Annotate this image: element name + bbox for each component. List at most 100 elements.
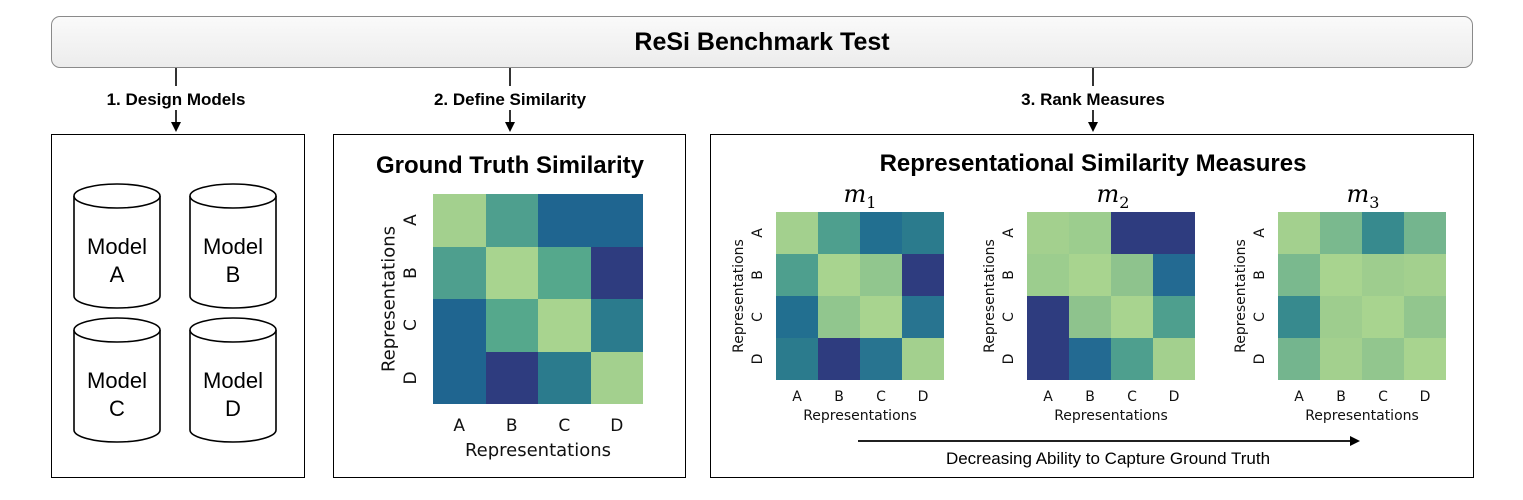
ground-truth-cell-C-D [590, 299, 643, 352]
measure-m1-xlabel: Representations [803, 408, 917, 424]
measure-m3-heatmap [1278, 212, 1446, 380]
decreasing-ability-caption: Decreasing Ability to Capture Ground Tru… [945, 449, 1271, 468]
measure-m2-cell-D-D [1153, 338, 1195, 380]
measure-m1-cell-A-B [818, 212, 860, 254]
measure-m2-xtick-B: B [1085, 389, 1095, 405]
measure-m3-xlabel: Representations [1305, 408, 1419, 424]
ground-truth-cell-C-B [485, 299, 538, 352]
ground-truth-ylabel: Representations [378, 225, 400, 373]
model-c-label: Model C [87, 368, 147, 421]
ground-truth-ytick-A: A [401, 214, 421, 227]
measure-m2-xtick-D: D [1168, 389, 1180, 405]
measure-m2-cell-B-D [1153, 254, 1195, 296]
measure-m1-ytick-C: C [750, 312, 766, 322]
measure-m2-cell-A-C [1111, 212, 1153, 254]
measure-m2-ylabel: Representations [982, 239, 998, 353]
measure-m2-cell-D-C [1111, 338, 1153, 380]
measure-m1-cell-D-C [860, 338, 902, 380]
ground-truth-cell-B-A [433, 246, 486, 299]
measure-m1-title: m1 [843, 180, 877, 212]
measure-m2-cell-A-B [1069, 212, 1111, 254]
measure-m3-ytick-C: C [1252, 312, 1268, 322]
measure-m3-cell-A-D [1404, 212, 1446, 254]
measure-m2-ytick-C: C [1001, 312, 1017, 322]
ground-truth-heatmap [433, 194, 643, 404]
measure-m3-ylabel: Representations [1233, 239, 1249, 353]
measure-m2-heatmap [1027, 212, 1195, 380]
ground-truth-ytick-C: C [401, 319, 421, 332]
measure-m2-xlabel: Representations [1054, 408, 1168, 424]
measure-m2-cell-C-A [1027, 296, 1069, 338]
measure-m1-cell-A-D [902, 212, 944, 254]
measure-m2-cell-A-D [1153, 212, 1195, 254]
measure-m2-ytick-B: B [1001, 270, 1017, 280]
ground-truth-cell-D-C [538, 351, 591, 404]
step-define-similarity: 2. Define Similarity [433, 90, 587, 109]
ground-truth-cell-D-B [485, 351, 538, 404]
measure-m3-ytick-D: D [1252, 353, 1268, 365]
measure-m2-cell-B-B [1069, 254, 1111, 296]
measure-m1-xtick-A: A [792, 389, 802, 405]
measure-m3-xtick-D: D [1419, 389, 1431, 405]
measure-m1-cell-D-A [776, 338, 818, 380]
measures-title: Representational Similarity Measures [879, 150, 1307, 177]
measure-m3-xtick-B: B [1336, 389, 1346, 405]
measure-m3-cell-C-A [1278, 296, 1320, 338]
measure-m2-cell-B-C [1111, 254, 1153, 296]
measure-m1-ytick-B: B [750, 270, 766, 280]
model-d-label: Model D [203, 368, 263, 421]
ground-truth-cell-B-B [485, 246, 538, 299]
measure-m1-cell-A-C [860, 212, 902, 254]
cylinder-icon-model-d [189, 317, 277, 443]
measure-m1-ylabel: Representations [731, 239, 747, 353]
measure-m1-cell-B-B [818, 254, 860, 296]
measure-m2-xtick-A: A [1043, 389, 1053, 405]
measure-m3-xtick-A: A [1294, 389, 1304, 405]
measure-m3-cell-A-C [1362, 212, 1404, 254]
step-rank-measures: 3. Rank Measures [1021, 90, 1165, 109]
ground-truth-ytick-D: D [401, 371, 421, 385]
model-a-label: Model A [87, 234, 147, 287]
measure-m1-cell-C-A [776, 296, 818, 338]
measure-m3-cell-C-D [1404, 296, 1446, 338]
measure-m3-cell-D-D [1404, 338, 1446, 380]
measure-m1-ytick-D: D [750, 353, 766, 365]
measure-m3-cell-C-C [1362, 296, 1404, 338]
measure-m2-ytick-A: A [1001, 228, 1017, 238]
benchmark-title-banner: ReSi Benchmark Test [51, 16, 1473, 68]
measure-m3-cell-D-A [1278, 338, 1320, 380]
model-b-label: Model B [203, 234, 263, 287]
cylinder-icon-model-b [189, 183, 277, 309]
measure-m3-cell-A-B [1320, 212, 1362, 254]
cylinder-icon-model-a [73, 183, 161, 309]
measure-m1-cell-C-B [818, 296, 860, 338]
measure-m2-title: m2 [1096, 180, 1130, 212]
measure-m1-cell-B-A [776, 254, 818, 296]
ground-truth-xtick-B: B [505, 416, 518, 436]
ground-truth-cell-A-C [538, 194, 591, 247]
measure-m3-title: m3 [1346, 180, 1380, 212]
ground-truth-ytick-B: B [401, 266, 421, 279]
measure-m3-cell-B-A [1278, 254, 1320, 296]
measure-m3-cell-D-B [1320, 338, 1362, 380]
measure-m1-xtick-C: C [876, 389, 886, 405]
ground-truth-cell-D-D [590, 351, 643, 404]
measure-m1-cell-C-D [902, 296, 944, 338]
measure-m1-heatmap [776, 212, 944, 380]
measure-m3-cell-B-B [1320, 254, 1362, 296]
measure-m2-ytick-D: D [1001, 353, 1017, 365]
measure-m3-xtick-C: C [1378, 389, 1388, 405]
ground-truth-cell-D-A [433, 351, 486, 404]
ground-truth-xtick-C: C [558, 416, 571, 436]
measure-m2-cell-C-C [1111, 296, 1153, 338]
measure-m3-cell-B-C [1362, 254, 1404, 296]
ground-truth-xtick-A: A [453, 416, 466, 436]
measure-m1-cell-C-C [860, 296, 902, 338]
measure-m3-cell-D-C [1362, 338, 1404, 380]
ground-truth-cell-B-D [590, 246, 643, 299]
measure-m2-cell-C-D [1153, 296, 1195, 338]
measure-m1-cell-B-C [860, 254, 902, 296]
